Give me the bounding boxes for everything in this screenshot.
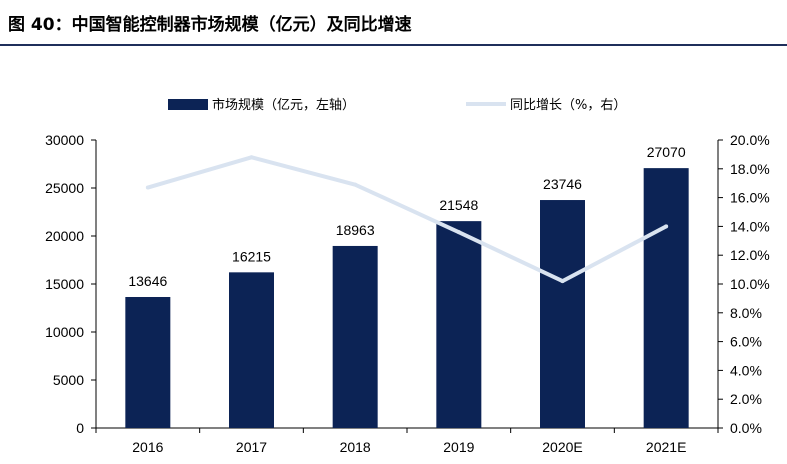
growth-point [353, 182, 358, 187]
left-tick-label: 20000 [45, 228, 84, 244]
left-tick-label: 10000 [45, 324, 84, 340]
x-tick-label: 2021E [646, 439, 686, 455]
legend-line-label: 同比增长（%，右） [510, 98, 626, 113]
bar-value-label: 18963 [336, 222, 375, 238]
right-tick-label: 6.0% [730, 334, 762, 350]
growth-line [147, 155, 668, 284]
bar-value-label: 21548 [439, 197, 478, 213]
right-tick-label: 16.0% [730, 190, 770, 206]
growth-point [249, 155, 254, 160]
chart-title: 图 40：中国智能控制器市场规模（亿元）及同比增速 [8, 15, 412, 35]
bar [643, 168, 689, 429]
growth-point [664, 224, 669, 229]
bar [436, 221, 482, 428]
right-tick-label: 8.0% [730, 305, 762, 321]
left-tick-label: 5000 [53, 372, 84, 388]
x-tick-label: 2016 [132, 439, 163, 455]
left-tick-label: 25000 [45, 180, 84, 196]
legend-bar-swatch [168, 99, 208, 110]
bar-value-label: 13646 [128, 273, 167, 289]
right-tick-label: 4.0% [730, 362, 762, 378]
left-tick-label: 30000 [45, 132, 84, 148]
growth-point [560, 279, 565, 284]
bar [332, 245, 378, 428]
bar [229, 272, 274, 428]
right-tick-label: 12.0% [730, 247, 770, 263]
right-tick-label: 2.0% [730, 391, 762, 407]
bar [540, 200, 585, 428]
legend-bar-label: 市场规模（亿元，左轴） [212, 97, 355, 113]
x-tick-label: 2020E [542, 439, 582, 455]
right-tick-label: 0.0% [730, 420, 762, 436]
bar-value-label: 23746 [543, 176, 582, 192]
x-tick-label: 2019 [443, 439, 474, 455]
right-tick-label: 14.0% [730, 218, 770, 234]
title-bar: 图 40：中国智能控制器市场规模（亿元）及同比增速 [0, 0, 787, 46]
right-tick-label: 10.0% [730, 276, 770, 292]
x-tick-label: 2018 [340, 439, 371, 455]
left-tick-label: 15000 [45, 276, 84, 292]
x-tick-label: 2017 [236, 439, 267, 455]
bar [125, 296, 171, 428]
bar-value-label: 16215 [232, 248, 271, 264]
right-tick-label: 18.0% [730, 161, 770, 177]
bar-value-label: 27070 [647, 144, 686, 160]
left-tick-label: 0 [76, 420, 84, 436]
growth-point [456, 230, 461, 235]
growth-point [145, 185, 150, 190]
right-tick-label: 20.0% [730, 132, 770, 148]
